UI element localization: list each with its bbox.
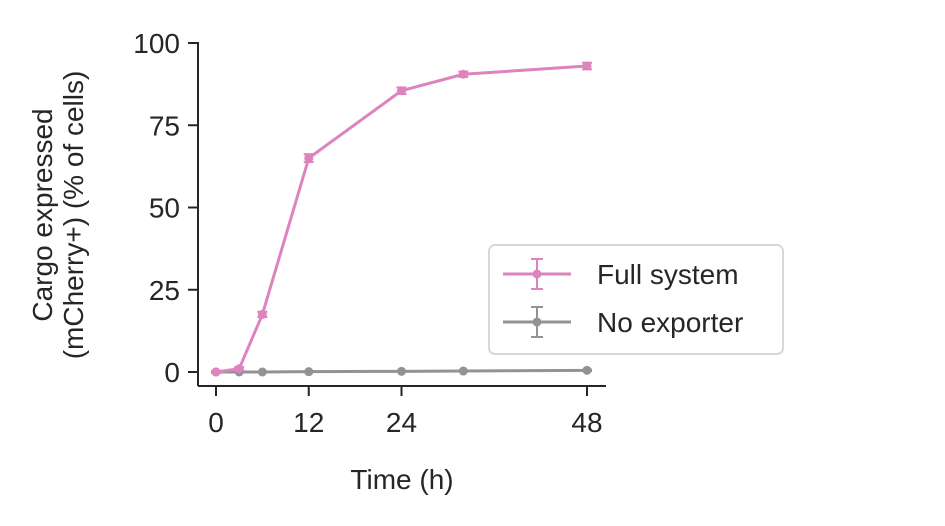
plot-area: 0 25 50 75 100 0 12 24 48: [133, 28, 606, 438]
series-layer: [211, 61, 592, 377]
legend-swatch-marker: [532, 269, 542, 279]
series-no-exporter: [211, 365, 592, 377]
legend-box: [488, 244, 784, 355]
legend-label: Full system: [597, 259, 739, 290]
legend-item-full-system: Full system: [503, 258, 739, 290]
x-ticks: 0 12 24 48: [208, 386, 603, 438]
y-axis-label-line-1: Cargo expressed: [27, 108, 58, 321]
data-point: [257, 367, 267, 377]
legend: Full system No exporter: [488, 244, 784, 355]
data-point: [304, 153, 314, 163]
legend-item-no-exporter: No exporter: [503, 306, 743, 338]
series-full-system: [211, 61, 592, 377]
x-tick-label: 0: [208, 407, 224, 438]
data-point: [234, 364, 244, 374]
x-tick-label: 12: [293, 407, 324, 438]
data-point: [458, 69, 468, 79]
data-point: [582, 365, 592, 375]
x-tick-label: 24: [386, 407, 417, 438]
y-ticks: 0 25 50 75 100: [133, 28, 198, 388]
data-point: [211, 367, 221, 377]
legend-items: Full system No exporter: [503, 258, 743, 338]
y-axis-label-line-2: (mCherry+) (% of cells): [58, 71, 89, 360]
data-point: [397, 366, 406, 376]
data-point: [257, 309, 267, 319]
y-tick-label: 25: [149, 275, 180, 306]
data-point: [397, 86, 406, 96]
data-point: [458, 366, 468, 376]
x-tick-label: 48: [571, 407, 602, 438]
legend-swatch-marker: [532, 317, 542, 327]
y-tick-label: 100: [133, 28, 180, 59]
data-point: [582, 61, 592, 71]
y-tick-label: 0: [164, 357, 180, 388]
data-point: [304, 367, 314, 377]
legend-label: No exporter: [597, 307, 743, 338]
y-tick-label: 75: [149, 110, 180, 141]
x-axis-label: Time (h): [350, 464, 453, 495]
y-tick-label: 50: [149, 193, 180, 224]
